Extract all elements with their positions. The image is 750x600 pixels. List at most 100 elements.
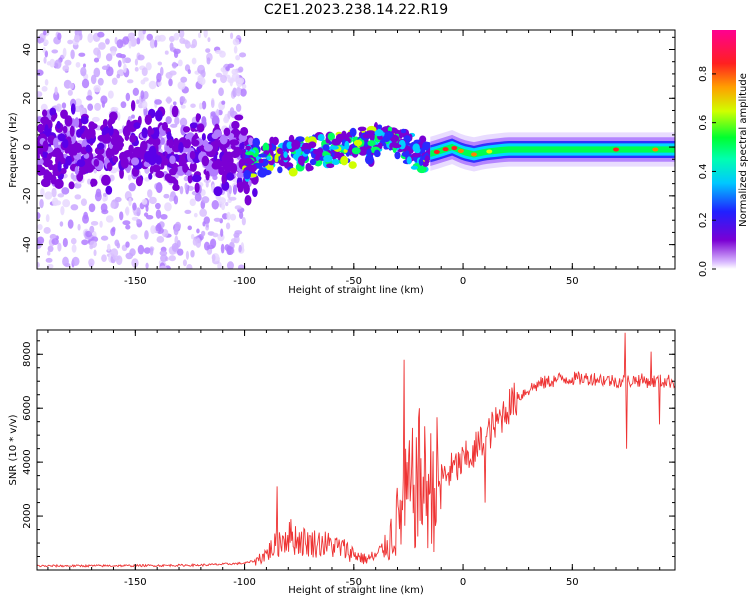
- spectrogram-noise-blob: [226, 261, 234, 269]
- spectrogram-noise-blob: [57, 242, 62, 252]
- spectrogram-noise-blob: [54, 86, 58, 95]
- spectrogram-ridge-blob: [245, 151, 254, 156]
- spectrogram-noise-blob: [229, 78, 234, 87]
- spectrogram-ridge-blob: [349, 127, 357, 137]
- colorbar-tick-label: 0.6: [698, 115, 709, 131]
- spectrogram-ridge-blob: [297, 155, 305, 166]
- spectrogram-band-blob: [168, 138, 174, 149]
- spectrogram-noise-blob: [184, 182, 188, 191]
- spectrogram-noise-blob: [149, 247, 154, 256]
- spectrogram-noise-blob: [179, 117, 188, 127]
- colorbar-label: Normalized spectral amplitude: [738, 73, 749, 227]
- spectrogram-noise-blob: [200, 189, 206, 196]
- spectrogram-noise-blob: [234, 205, 242, 210]
- spectrogram-noise-blob: [203, 216, 210, 225]
- spectrogram-ridge-blob: [282, 142, 287, 152]
- spectrogram-noise-blob: [78, 52, 86, 57]
- spectrogram-noise-blob: [37, 212, 41, 220]
- spectrogram-noise-blob: [127, 174, 132, 181]
- spectrogram-noise-blob: [163, 193, 170, 199]
- spectrogram-band-blob: [90, 178, 98, 187]
- spectrogram-noise-blob: [93, 249, 97, 257]
- spectrogram-noise-blob: [240, 88, 247, 97]
- spectrogram-noise-blob: [128, 197, 132, 207]
- spectrogram-band-blob: [49, 107, 57, 117]
- spectrogram-ridge-blob: [277, 166, 283, 174]
- spectrogram-band-blob: [116, 137, 124, 144]
- spectrogram-noise-blob: [93, 47, 101, 56]
- spectrogram-noise-blob: [225, 222, 231, 230]
- spectrogram-noise-blob: [88, 258, 95, 267]
- spectrogram-noise-blob: [62, 65, 70, 72]
- spectrogram-ridge-blob: [406, 156, 412, 165]
- spectrogram-noise-blob: [205, 223, 209, 228]
- spectrogram-band-blob: [55, 151, 64, 162]
- spectrogram-noise-blob: [131, 216, 139, 221]
- spectrogram-noise-blob: [105, 38, 110, 45]
- spectrogram-ridge-blob: [304, 136, 310, 143]
- spectrogram-band-blob: [56, 120, 61, 129]
- spectrogram-noise-blob: [51, 197, 59, 207]
- spectrogram-noise-blob: [62, 237, 68, 248]
- spectrogram-band-blob: [135, 176, 143, 187]
- spectrogram-noise-blob: [67, 219, 74, 229]
- spectrogram-ridge-blob: [341, 130, 347, 141]
- spectrogram-noise-blob: [148, 80, 157, 90]
- spectrogram-xtick-label: 0: [460, 276, 466, 287]
- spectrogram-noise-blob: [87, 178, 92, 185]
- spectrogram-noise-blob: [218, 197, 226, 205]
- spectrogram-band-blob: [37, 158, 44, 165]
- spectrogram-noise-blob: [150, 225, 156, 235]
- spectrogram-noise-blob: [116, 242, 121, 249]
- spectrogram-noise-blob: [37, 223, 43, 231]
- spectrogram-band-blob: [109, 111, 118, 122]
- spectrogram-noise-blob: [210, 99, 215, 108]
- spectrogram-band-blob: [76, 159, 86, 168]
- snr-panel: -150 -100 -50 0 50 2000 4000 6000 8000 Height of…: [8, 329, 676, 596]
- spectrogram-noise-blob: [218, 87, 224, 97]
- spectrogram-noise-blob: [129, 248, 136, 257]
- colorbar-tick-label: 0.2: [698, 212, 709, 228]
- spectrogram-noise-blob: [211, 200, 219, 210]
- spectrogram-band-blob: [69, 125, 75, 137]
- spectrogram-noise-blob: [37, 91, 43, 98]
- spectrogram-peak: [451, 146, 458, 151]
- spectrogram-noise-blob: [122, 36, 130, 45]
- spectrogram-band-blob: [178, 141, 184, 154]
- spectrogram-noise-blob: [235, 86, 241, 97]
- spectrogram-noise-blob: [74, 98, 82, 107]
- spectrogram-ridge-blob: [424, 155, 430, 165]
- spectrogram-band-blob: [172, 165, 178, 174]
- spectrogram-noise-blob: [137, 244, 145, 255]
- spectrogram-ridge-blob: [331, 159, 340, 165]
- spectrogram-noise-blob: [64, 59, 72, 66]
- spectrogram-noise-blob: [217, 262, 222, 269]
- spectrogram-stripe: [430, 143, 675, 158]
- spectrogram-noise-blob: [231, 72, 240, 82]
- spectrogram-noise-blob: [199, 208, 208, 217]
- spectrogram-noise-blob: [155, 202, 161, 210]
- spectrogram-ridge-blob: [391, 143, 402, 149]
- spectrogram-noise-blob: [37, 37, 45, 44]
- spectrogram-noise-blob: [41, 86, 48, 92]
- spectrogram-noise-blob: [131, 258, 139, 268]
- spectrogram-ridge-blob: [305, 162, 312, 172]
- spectrogram-band-blob: [101, 134, 112, 144]
- spectrogram-ridge-blob: [411, 152, 421, 158]
- spectrogram-noise-blob: [230, 238, 237, 244]
- spectrogram-noise-blob: [221, 100, 226, 105]
- spectrogram-noise-blob: [157, 61, 163, 66]
- spectrogram-noise-blob: [206, 57, 211, 65]
- spectrogram-noise-blob: [201, 196, 210, 204]
- spectrogram-ridge-blob: [405, 150, 410, 156]
- spectrogram-band-blob: [184, 141, 190, 149]
- spectrogram-noise-blob: [57, 193, 65, 198]
- spectrogram-band-blob: [51, 114, 56, 122]
- spectrogram-band-blob: [243, 183, 250, 195]
- spectrogram-ridge-blob: [245, 145, 252, 151]
- spectrogram-noise-blob: [229, 213, 237, 221]
- spectrogram-ridge-blob: [323, 155, 333, 163]
- snr-frame: [36, 329, 676, 571]
- spectrogram-noise-blob: [67, 89, 73, 96]
- spectrogram-noise-blob: [136, 37, 141, 45]
